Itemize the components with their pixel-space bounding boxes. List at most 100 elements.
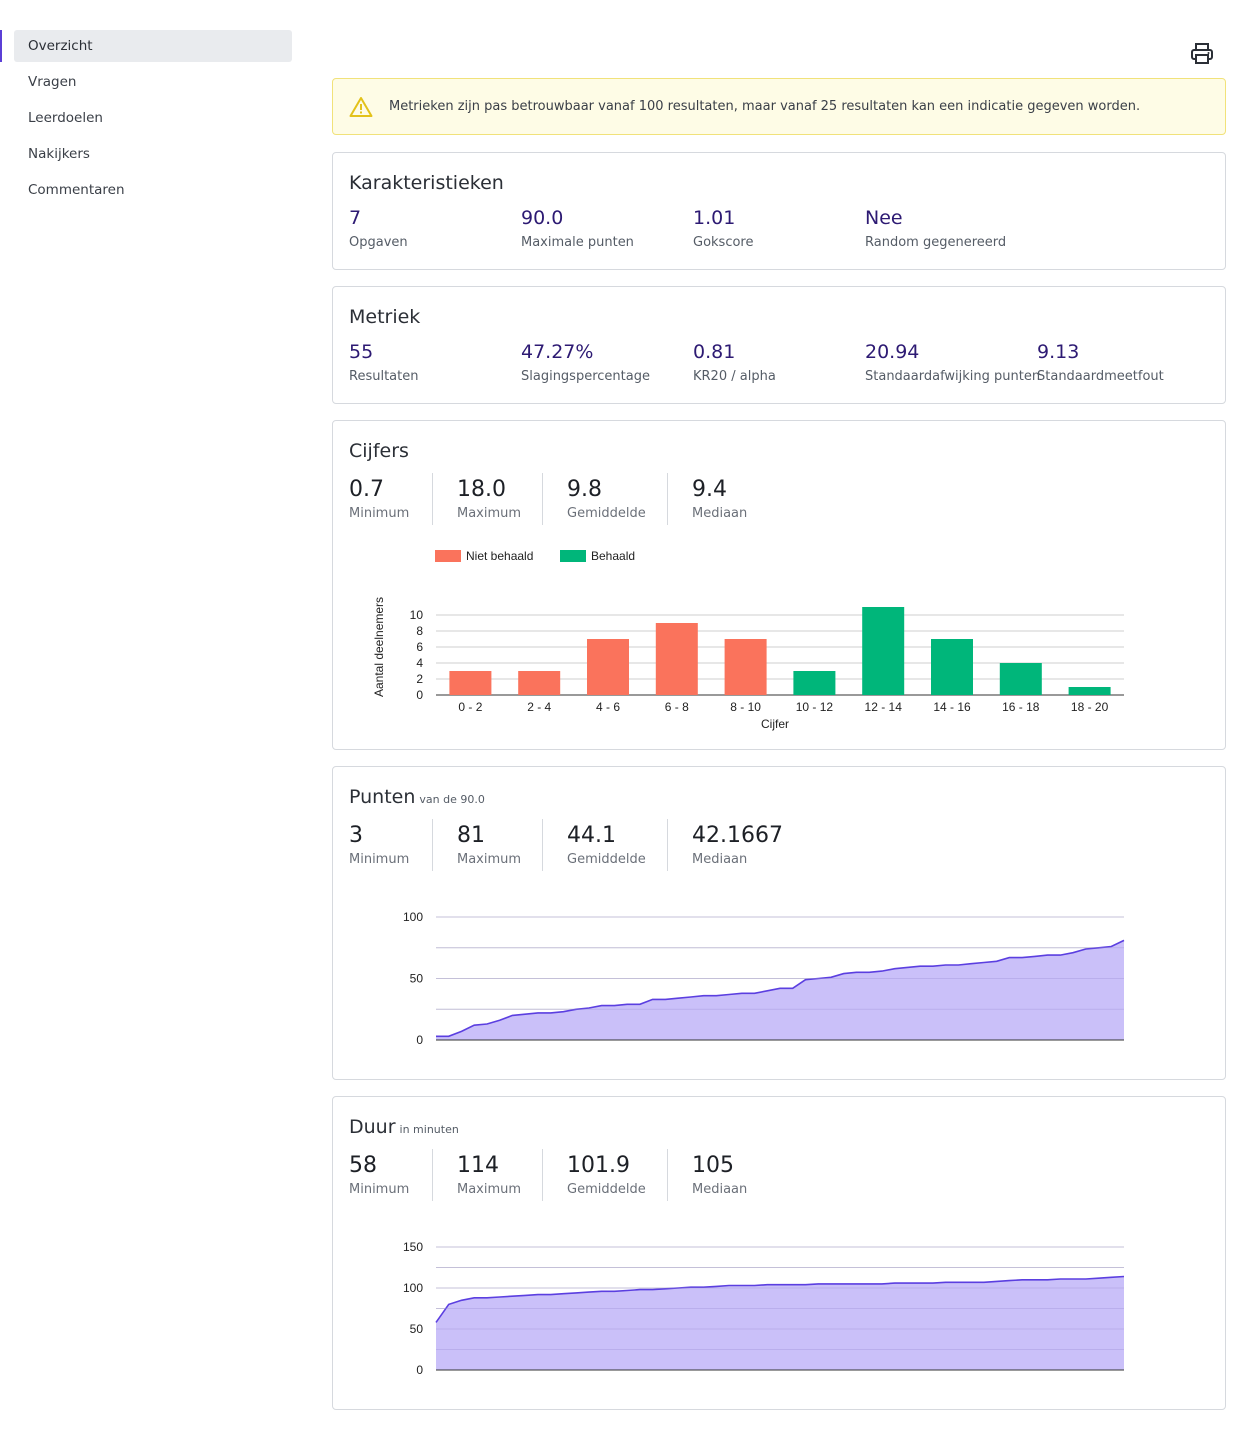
stat-maximale-punten: 90.0 Maximale punten: [521, 207, 634, 250]
points-mediaan: 42.1667 Mediaan: [692, 823, 783, 875]
stat-label: Minimum: [349, 1182, 410, 1197]
stat-label: Maximum: [457, 506, 522, 521]
bar: [518, 671, 561, 695]
duration-subtitle: in minuten: [399, 1123, 459, 1136]
stat-value: 9.13: [1037, 341, 1080, 363]
divider: [667, 819, 668, 871]
points-area-chart: 0 50 100: [403, 910, 1125, 1047]
points-subtitle: van de 90.0: [419, 793, 485, 806]
area-fill: [436, 940, 1124, 1040]
x-tick-label: 8 - 10: [730, 700, 761, 714]
stat-value: 114: [457, 1153, 499, 1178]
grades-title: Cijfers: [349, 440, 409, 462]
stat-value: 42.1667: [692, 823, 783, 848]
metrics-title: Metriek: [349, 306, 421, 328]
stat-value: 18.0: [457, 477, 506, 502]
y-tick-label: 100: [403, 1281, 423, 1295]
duration-area-chart: 0 50 100 150: [403, 1240, 1125, 1377]
points-title-text: Punten: [349, 786, 416, 808]
x-tick-label: 16 - 18: [1002, 700, 1040, 714]
divider: [542, 819, 543, 871]
stat-value: 101.9: [567, 1153, 630, 1178]
stat-value: 44.1: [567, 823, 616, 848]
stat-label: Random gegenereerd: [865, 235, 1007, 250]
active-nav-indicator: [0, 30, 2, 62]
stat-label: Resultaten: [349, 369, 419, 384]
stat-label: Standaardafwijking punten: [865, 369, 1041, 384]
duration-maximum: 114 Maximum: [457, 1153, 521, 1205]
duration-minimum: 58 Minimum: [349, 1153, 409, 1205]
y-tick-label: 10: [410, 608, 424, 622]
stat-label: Standaardmeetfout: [1037, 369, 1164, 384]
y-tick-label: 100: [403, 910, 423, 924]
stat-label: Opgaven: [349, 235, 408, 250]
points-title: Punten van de 90.0: [349, 786, 485, 808]
legend-label: Behaald: [591, 549, 635, 563]
stat-label: KR20 / alpha: [693, 369, 776, 384]
duration-card: Duur in minuten 58 Minimum 114 Maximum 10…: [332, 1096, 1226, 1410]
divider: [432, 819, 433, 871]
bar: [724, 639, 767, 695]
y-tick-label: 2: [416, 672, 423, 686]
stat-label: Maximum: [457, 852, 522, 867]
legend-swatch: [560, 550, 586, 562]
stat-value: 9.8: [567, 477, 602, 502]
warning-icon: [349, 96, 373, 117]
stat-label: Gokscore: [693, 235, 754, 250]
sidebar-item-leerdoelen[interactable]: Leerdoelen: [28, 110, 103, 126]
stat-label: Gemiddelde: [567, 506, 646, 521]
x-tick-label: 10 - 12: [796, 700, 834, 714]
stat-value: 1.01: [693, 207, 736, 229]
stat-label: Mediaan: [692, 506, 748, 521]
sidebar: Overzicht Vragen Leerdoelen Nakijkers Co…: [14, 30, 292, 210]
stat-label: Mediaan: [692, 1182, 748, 1197]
stat-label: Gemiddelde: [567, 852, 646, 867]
divider: [667, 473, 668, 525]
divider: [542, 1149, 543, 1201]
sidebar-item-vragen[interactable]: Vragen: [28, 74, 77, 90]
warning-alert: Metrieken zijn pas betrouwbaar vanaf 100…: [332, 78, 1226, 135]
area-fill: [436, 1276, 1124, 1370]
bar: [931, 639, 973, 695]
stat-value: 9.4: [692, 477, 727, 502]
stat-value: 58: [349, 1153, 377, 1178]
stat-label: Gemiddelde: [567, 1182, 646, 1197]
stat-label: Minimum: [349, 506, 410, 521]
stat-standaardmeetfout: 9.13 Standaardmeetfout: [1037, 341, 1164, 384]
grades-mediaan: 9.4 Mediaan: [692, 477, 747, 529]
stat-value: 0.7: [349, 477, 384, 502]
duration-gemiddelde: 101.9 Gemiddelde: [567, 1153, 646, 1205]
grades-maximum: 18.0 Maximum: [457, 477, 521, 529]
sidebar-item-commentaren[interactable]: Commentaren: [28, 182, 125, 198]
bar: [587, 639, 629, 695]
x-tick-label: 6 - 8: [665, 700, 689, 714]
y-tick-label: 8: [416, 624, 423, 638]
divider: [542, 473, 543, 525]
stat-value: 3: [349, 823, 363, 848]
stat-label: Slagingspercentage: [521, 369, 650, 384]
stat-label: Maximum: [457, 1182, 522, 1197]
x-tick-label: 14 - 16: [933, 700, 971, 714]
stat-value: 0.81: [693, 341, 736, 363]
y-tick-label: 0: [416, 688, 423, 702]
y-axis-label: Aantal deelnemers: [372, 597, 386, 697]
stat-label: Minimum: [349, 852, 410, 867]
x-tick-label: 18 - 20: [1071, 700, 1109, 714]
y-tick-label: 4: [416, 656, 423, 670]
x-tick-label: 12 - 14: [865, 700, 903, 714]
series-line: [435, 1275, 1125, 1323]
bar: [655, 623, 698, 695]
print-button[interactable]: [1189, 42, 1215, 66]
x-axis-label: Cijfer: [761, 717, 789, 731]
bar: [1068, 687, 1111, 695]
characteristics-card: Karakteristieken 7 Opgaven 90.0 Maximale…: [332, 152, 1226, 270]
sidebar-item-nakijkers[interactable]: Nakijkers: [28, 146, 90, 162]
stat-value: 105: [692, 1153, 734, 1178]
sidebar-item-overzicht[interactable]: Overzicht: [14, 30, 292, 62]
stat-slagingspercentage: 47.27% Slagingspercentage: [521, 341, 650, 384]
metrics-card: Metriek 55 Resultaten 47.27% Slagingsper…: [332, 286, 1226, 404]
stat-value: 90.0: [521, 207, 564, 229]
duration-title-text: Duur: [349, 1116, 396, 1138]
stat-standaardafwijking: 20.94 Standaardafwijking punten: [865, 341, 1040, 384]
series-line: [436, 939, 1125, 1038]
